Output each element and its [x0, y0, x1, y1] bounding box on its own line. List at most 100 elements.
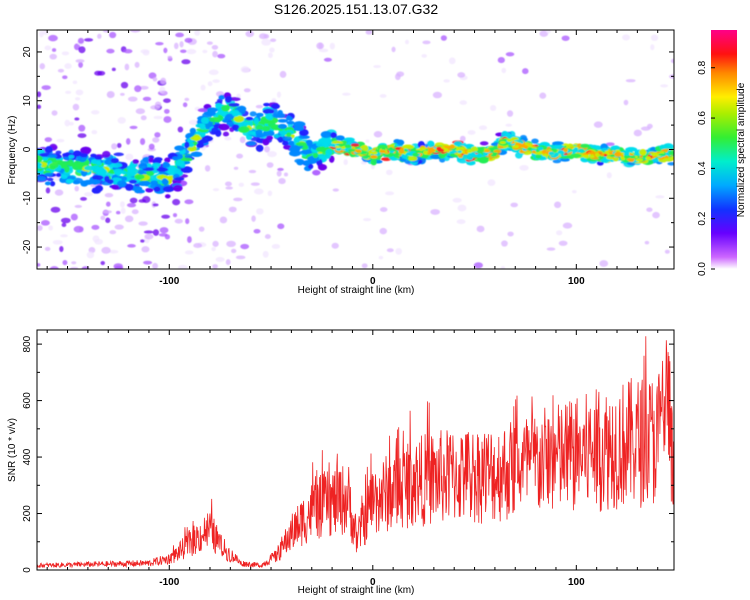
- heatmap-cell: [216, 98, 223, 103]
- heatmap-cell: [159, 227, 169, 234]
- heatmap-cell: [459, 135, 466, 142]
- heatmap-cell: [64, 119, 71, 127]
- heatmap-cell: [72, 80, 78, 85]
- heatmap-cell: [255, 104, 264, 109]
- heatmap-cell: [497, 56, 505, 64]
- heatmap-cell: [44, 172, 54, 177]
- heatmap-cell: [202, 49, 208, 54]
- heatmap-cell: [187, 142, 195, 148]
- heatmap-cell: [174, 177, 185, 181]
- heatmap-cell: [77, 37, 85, 44]
- heatmap-cell: [56, 138, 65, 143]
- heatmap-cell: [470, 146, 478, 153]
- heatmap-cell: [640, 126, 651, 131]
- heatmap-cell: [175, 32, 184, 38]
- heatmap-cell: [266, 135, 273, 141]
- heatmap-cell: [164, 234, 171, 240]
- heatmap-cell: [487, 179, 496, 186]
- heatmap-cell: [164, 157, 171, 163]
- heatmap-cell: [224, 181, 232, 187]
- y-tick-label: 400: [22, 448, 33, 465]
- heatmap-cell: [269, 47, 275, 53]
- heatmap-cell: [248, 169, 257, 174]
- heatmap-cell: [452, 197, 462, 203]
- heatmap-cell: [211, 127, 219, 135]
- heatmap-cell: [152, 77, 158, 82]
- heatmap-cell: [37, 91, 42, 98]
- snr-y-label: SNR (10 * v/v): [7, 418, 18, 482]
- heatmap-cell: [378, 255, 384, 260]
- heatmap-cell: [262, 130, 275, 137]
- heatmap-cell: [172, 213, 178, 218]
- heatmap-cell: [212, 264, 218, 269]
- heatmap-cell: [646, 207, 653, 212]
- heatmap-cell: [373, 130, 383, 138]
- heatmap-cell: [124, 183, 134, 191]
- heatmap-cell: [194, 30, 201, 36]
- heatmap-cell: [298, 135, 310, 140]
- heatmap-cell: [558, 240, 568, 246]
- heatmap-cell: [140, 239, 145, 243]
- heatmap-cell: [395, 73, 401, 81]
- heatmap-cell: [75, 89, 84, 96]
- heatmap-cell: [51, 176, 62, 181]
- heatmap-cell: [160, 77, 167, 85]
- heatmap-cell: [74, 97, 81, 101]
- heatmap-cell: [625, 147, 638, 152]
- heatmap-cell: [467, 130, 476, 135]
- heatmap-cell: [406, 151, 413, 157]
- spectrogram-y-label: Frequency (Hz): [7, 116, 18, 185]
- heatmap-cell: [74, 185, 80, 192]
- heatmap-cell: [123, 48, 133, 54]
- heatmap-cell: [650, 34, 659, 42]
- heatmap-cell: [143, 260, 153, 265]
- heatmap-cell: [277, 110, 283, 116]
- heatmap-cell: [231, 124, 240, 131]
- heatmap-cell: [522, 68, 529, 75]
- heatmap-cell: [84, 192, 93, 197]
- heatmap-cell: [262, 138, 270, 146]
- heatmap-cell: [379, 227, 387, 235]
- heatmap-cell: [388, 146, 394, 151]
- heatmap-cell: [134, 61, 140, 68]
- heatmap-cell: [662, 143, 674, 150]
- heatmap-cell: [505, 123, 513, 127]
- heatmap-cell: [365, 30, 373, 35]
- heatmap-cell: [256, 112, 264, 117]
- heatmap-cell: [453, 140, 463, 147]
- heatmap-cell: [541, 149, 547, 154]
- heatmap-cell: [277, 223, 285, 230]
- heatmap-cell: [44, 137, 53, 143]
- heatmap-cell: [42, 30, 49, 35]
- heatmap-cell: [421, 53, 427, 58]
- heatmap-cell: [556, 230, 563, 236]
- heatmap-cell: [46, 177, 54, 182]
- heatmap-cell: [129, 197, 138, 204]
- heatmap-cell: [161, 90, 168, 95]
- colorbar: 0.0 0.2 0.4 0.6 0.8 Normalized spectral ampl…: [697, 30, 747, 276]
- heatmap-cell: [94, 155, 102, 160]
- heatmap-cell: [278, 177, 286, 185]
- heatmap-cell: [275, 113, 286, 119]
- heatmap-cell: [447, 145, 456, 149]
- heatmap-cell: [205, 110, 216, 116]
- heatmap-cell: [650, 152, 659, 157]
- heatmap-cell: [77, 133, 87, 139]
- heatmap-cell: [605, 142, 615, 147]
- heatmap-cell: [476, 225, 485, 233]
- snr-x-label: Height of straight line (km): [298, 585, 415, 596]
- heatmap-cell: [329, 42, 335, 50]
- heatmap-cell: [370, 154, 378, 159]
- heatmap-cell: [120, 207, 126, 214]
- heatmap-cell: [96, 168, 108, 176]
- heatmap-cell: [457, 204, 467, 212]
- heatmap-cell: [501, 240, 508, 247]
- heatmap-cell: [325, 149, 333, 156]
- heatmap-cell: [266, 162, 274, 168]
- colorbar-label: Normalized spectral amplitude: [736, 82, 747, 217]
- heatmap-cell: [552, 141, 564, 146]
- heatmap-cell: [261, 38, 272, 46]
- heatmap-cell: [506, 138, 513, 142]
- heatmap-cell: [37, 162, 42, 168]
- heatmap-cell: [622, 34, 631, 41]
